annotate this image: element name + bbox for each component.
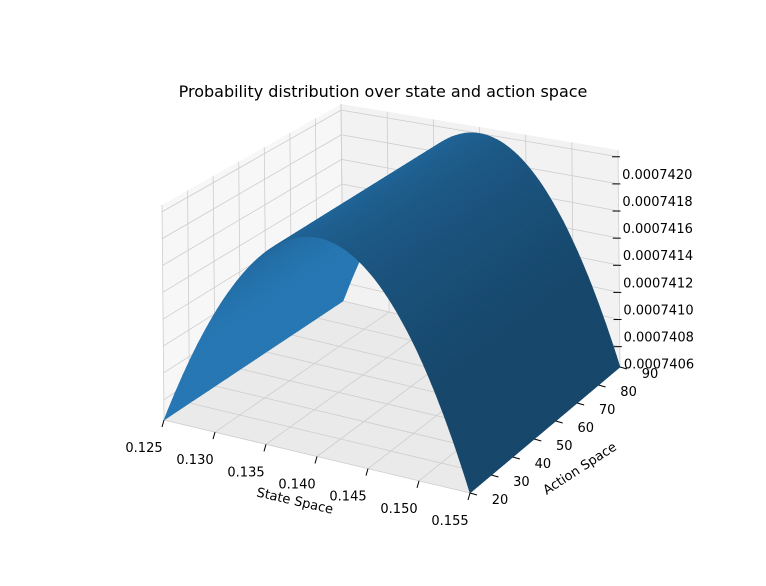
- chart-title: Probability distribution over state and …: [178, 82, 588, 101]
- x-tick-mark: [263, 444, 267, 452]
- x-tick-label: 0.145: [329, 490, 366, 505]
- grid-line: [214, 311, 390, 433]
- y-tick-mark: [619, 366, 628, 370]
- grid-line: [617, 149, 621, 368]
- y-tick-label: 70: [599, 403, 616, 418]
- y-tick-mark: [469, 492, 478, 496]
- x-tick-mark: [467, 492, 471, 501]
- x-tick-label: 0.135: [227, 465, 264, 480]
- x-tick-mark: [314, 456, 318, 464]
- x-tick-label: 0.140: [278, 478, 315, 493]
- surface-plot: [163, 132, 621, 494]
- grid-line: [162, 159, 342, 266]
- grid-line: [161, 109, 342, 213]
- y-tick-label: 40: [535, 457, 552, 472]
- x-tick-label: 0.150: [380, 502, 417, 517]
- x-tick-label: 0.155: [431, 514, 468, 529]
- y-tick-mark: [512, 456, 520, 460]
- surface-patch: [465, 478, 473, 494]
- z-tick-label: 0.0007410: [623, 303, 693, 318]
- axis-ticks: 0.125 0.130 0.135 0.140 0.145 0.150 0.155 20 30 4…: [125, 156, 694, 529]
- y-tick-mark: [534, 438, 542, 442]
- x-tick-mark: [161, 419, 165, 428]
- z-tick-label: 0.0007420: [622, 168, 692, 183]
- y-tick-label: 30: [513, 475, 530, 490]
- y-tick-label: 20: [492, 493, 509, 508]
- y-axis-label: Action Space: [541, 440, 620, 499]
- z-tick-label: 0.0007418: [622, 195, 692, 210]
- z-tick-label: 0.0007412: [623, 276, 693, 291]
- grid-line: [162, 134, 342, 239]
- y-tick-mark: [598, 384, 606, 388]
- z-tick-label: 0.0007406: [624, 358, 694, 373]
- z-tick-label: 0.0007416: [623, 222, 693, 237]
- grid-line: [162, 183, 343, 293]
- x-tick-mark: [416, 480, 420, 488]
- y-tick-label: 80: [620, 385, 637, 400]
- grid-line: [161, 204, 165, 421]
- x-tick-mark: [365, 468, 369, 476]
- y-tick-label: 50: [556, 439, 573, 454]
- grid-line: [189, 402, 492, 476]
- z-tick-label: 0.0007414: [623, 249, 693, 264]
- x-tick-label: 0.130: [176, 453, 213, 468]
- y-tick-label: 60: [577, 421, 594, 436]
- x-tick-label: 0.125: [125, 441, 162, 456]
- y-tick-mark: [555, 420, 563, 424]
- y-tick-mark: [577, 402, 585, 406]
- y-tick-label: 90: [642, 367, 659, 382]
- x-tick-mark: [212, 432, 216, 440]
- grid-line: [265, 322, 436, 445]
- y-tick-mark: [491, 474, 499, 478]
- z-tick-label: 0.0007408: [624, 331, 694, 346]
